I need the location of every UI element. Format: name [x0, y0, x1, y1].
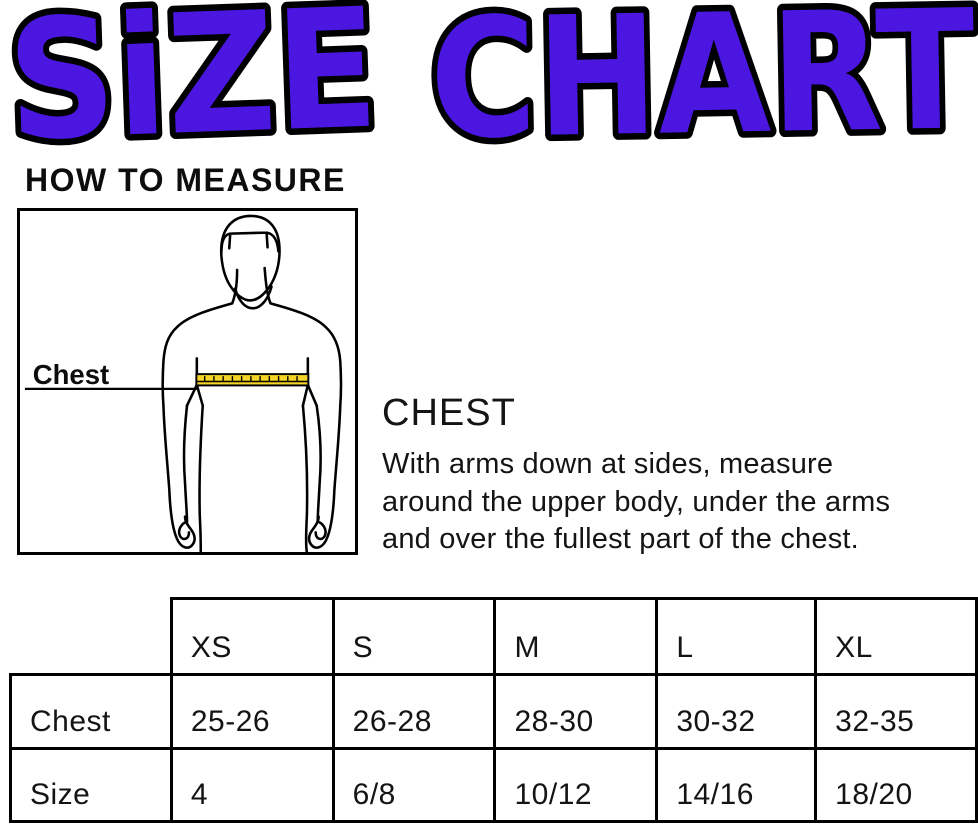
- column-header-xl: XL: [814, 597, 978, 676]
- instruction-line-3: and over the fullest part of the chest.: [382, 523, 859, 555]
- size-value-xs: 4: [169, 747, 335, 823]
- figure-left-inner-arm: [182, 404, 189, 523]
- measuring-tape-ticks: [204, 376, 298, 382]
- title-word-size: SiZE: [5, 0, 381, 177]
- measure-diagram-box: Chest: [17, 208, 358, 555]
- chest-value-s: 26-28: [331, 673, 497, 750]
- figure-right-thumb: [314, 520, 327, 541]
- column-header-m: M: [493, 597, 659, 676]
- figure-left-thumb: [177, 520, 191, 541]
- figure-jaw-line: [233, 285, 273, 310]
- chest-section-heading: CHEST: [382, 392, 516, 434]
- chest-value-xl: 32-35: [814, 673, 978, 750]
- body-figure-illustration: Chest: [24, 214, 343, 552]
- figure-left-torso: [198, 404, 205, 552]
- row-label-size: Size: [9, 747, 173, 823]
- chest-value-m: 28-30: [493, 673, 659, 750]
- chest-value-xs: 25-26: [169, 673, 335, 750]
- size-value-xl: 18/20: [814, 747, 978, 823]
- chest-instructions: With arms down at sides, measure around …: [382, 446, 890, 559]
- chest-diagram-label: Chest: [33, 359, 109, 390]
- figure-hair-fringe: [220, 231, 280, 254]
- table-row-chest: Chest 25-26 26-28 28-30 30-32 32-35: [9, 673, 978, 750]
- figure-left-arm: [161, 268, 239, 549]
- table-corner-empty: [11, 599, 172, 675]
- size-value-m: 10/12: [493, 747, 659, 823]
- row-label-chest: Chest: [9, 673, 173, 750]
- title-word-chart: CHART: [428, 0, 976, 176]
- figure-right-torso: [301, 404, 309, 552]
- size-value-s: 6/8: [331, 747, 497, 823]
- size-table: XS S M L XL Chest 25-26 26-28 28-30 30-3…: [9, 597, 978, 823]
- chest-value-l: 30-32: [655, 673, 818, 750]
- column-header-l: L: [655, 597, 818, 676]
- measuring-tape: [195, 373, 310, 387]
- column-header-s: S: [331, 597, 497, 676]
- column-header-xs: XS: [169, 597, 335, 676]
- size-value-l: 14/16: [655, 747, 818, 823]
- size-chart-title: SiZE CHART: [0, 0, 978, 184]
- size-table-header-row: XS S M L XL: [11, 597, 978, 676]
- instruction-line-1: With arms down at sides, measure: [382, 448, 834, 480]
- figure-right-armpit: [301, 357, 318, 407]
- how-to-measure-heading: HOW TO MEASURE: [25, 162, 346, 198]
- instruction-line-2: around the upper body, under the arms: [382, 485, 891, 518]
- table-row-size: Size 4 6/8 10/12 14/16 18/20: [9, 747, 978, 823]
- figure-right-inner-arm: [315, 404, 322, 523]
- figure-right-arm: [263, 266, 343, 549]
